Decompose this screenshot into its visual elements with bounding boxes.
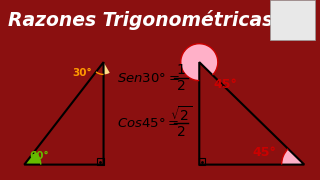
Text: $1$: $1$ — [176, 63, 186, 77]
Text: 45°: 45° — [214, 78, 237, 91]
Text: PROFE: PROFE — [280, 17, 306, 23]
Text: $2$: $2$ — [176, 125, 185, 139]
Polygon shape — [181, 44, 218, 81]
Text: $\sqrt{2}$: $\sqrt{2}$ — [170, 105, 192, 124]
Text: 45°: 45° — [253, 146, 277, 159]
Text: NET .: NET . — [282, 29, 303, 35]
Text: Razones Trigonométricas: Razones Trigonométricas — [8, 10, 273, 30]
Text: $\mathit{Cos}45°=$: $\mathit{Cos}45°=$ — [117, 117, 179, 130]
Text: $\mathit{Sen}30°=$: $\mathit{Sen}30°=$ — [117, 72, 180, 85]
Bar — [199, 158, 205, 165]
Text: $2$: $2$ — [176, 79, 185, 93]
Polygon shape — [24, 152, 41, 165]
FancyBboxPatch shape — [270, 0, 315, 40]
Text: 60°: 60° — [29, 152, 49, 161]
Bar — [97, 158, 104, 165]
Text: 30°: 30° — [73, 68, 92, 78]
Polygon shape — [282, 149, 304, 165]
Text: JULIO: JULIO — [282, 6, 303, 12]
Polygon shape — [104, 62, 110, 75]
